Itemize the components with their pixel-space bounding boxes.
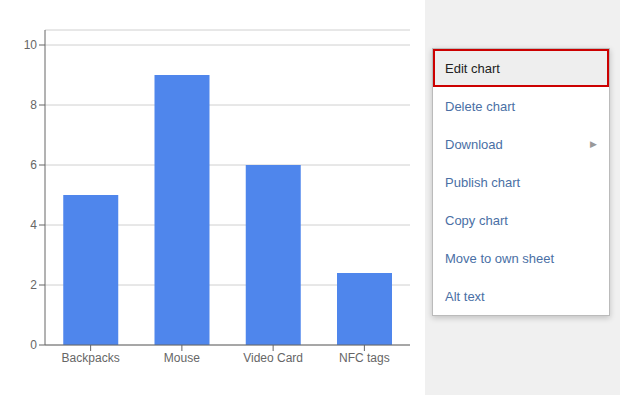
svg-text:2: 2 [30,278,37,292]
svg-text:NFC tags: NFC tags [339,351,390,365]
html-text:Edit chart: Edit chart [445,60,500,76]
html-text:Move to own sheet: Move to own sheet [445,250,555,266]
html-text:Publish chart: Publish chart [445,174,521,190]
svg-text:Video Card: Video Card [243,351,303,365]
html-text:Download: Download [445,136,503,152]
svg-text:8: 8 [30,98,37,112]
html-text:Copy chart: Copy chart [445,212,508,228]
svg-text:6: 6 [30,158,37,172]
svg-text:0: 0 [30,338,37,352]
svg-text:Backpacks: Backpacks [62,351,120,365]
svg-text:10: 10 [24,38,38,52]
html-text:Alt text: Alt text [445,288,485,304]
svg-text:Mouse: Mouse [164,351,200,365]
html-text:Delete chart: Delete chart [445,98,516,114]
svg-text:4: 4 [30,218,37,232]
